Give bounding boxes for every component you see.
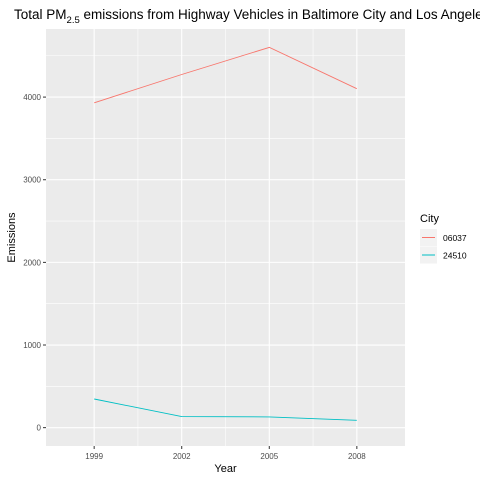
- x-axis: 1999 2002 2005 2008: [85, 446, 366, 461]
- chart-title-prefix: Total PM: [14, 7, 67, 22]
- y-tick-label: 2000: [23, 258, 41, 267]
- y-tick-label: 0: [37, 424, 42, 433]
- y-tick-label: 3000: [23, 176, 41, 185]
- y-tick-label: 4000: [23, 93, 41, 102]
- y-axis-label: Emissions: [6, 212, 18, 263]
- chart-title-suffix: emissions from Highway Vehicles in Balti…: [80, 7, 480, 22]
- series-line-24510: [94, 398, 357, 421]
- x-tick-label: 2008: [348, 452, 366, 461]
- minor-gridlines: [46, 29, 405, 446]
- legend: City 06037 24510: [420, 213, 467, 264]
- y-tick-label: 1000: [23, 341, 41, 350]
- x-tick-label: 2005: [260, 452, 278, 461]
- chart-title-subscript: 2.5: [67, 15, 80, 26]
- series-lines: [94, 46, 357, 421]
- x-tick-label: 1999: [85, 452, 103, 461]
- legend-items: 06037 24510: [420, 229, 467, 264]
- y-axis: 0 1000 2000 3000 4000: [23, 93, 46, 433]
- legend-label: 06037: [443, 233, 467, 243]
- legend-title: City: [420, 213, 439, 225]
- chart-title: Total PM2.5 emissions from Highway Vehic…: [14, 7, 480, 26]
- major-gridlines: [46, 29, 405, 446]
- x-axis-label: Year: [214, 463, 237, 475]
- series-line-06037: [94, 46, 357, 104]
- legend-label: 24510: [443, 251, 467, 261]
- x-tick-label: 2002: [173, 452, 191, 461]
